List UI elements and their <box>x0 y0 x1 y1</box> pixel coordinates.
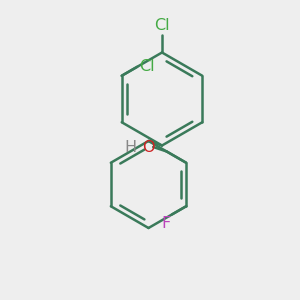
Text: H: H <box>124 140 137 154</box>
Text: Cl: Cl <box>139 59 154 74</box>
Text: Cl: Cl <box>154 18 170 33</box>
Text: O: O <box>142 140 155 154</box>
Text: F: F <box>161 216 170 231</box>
